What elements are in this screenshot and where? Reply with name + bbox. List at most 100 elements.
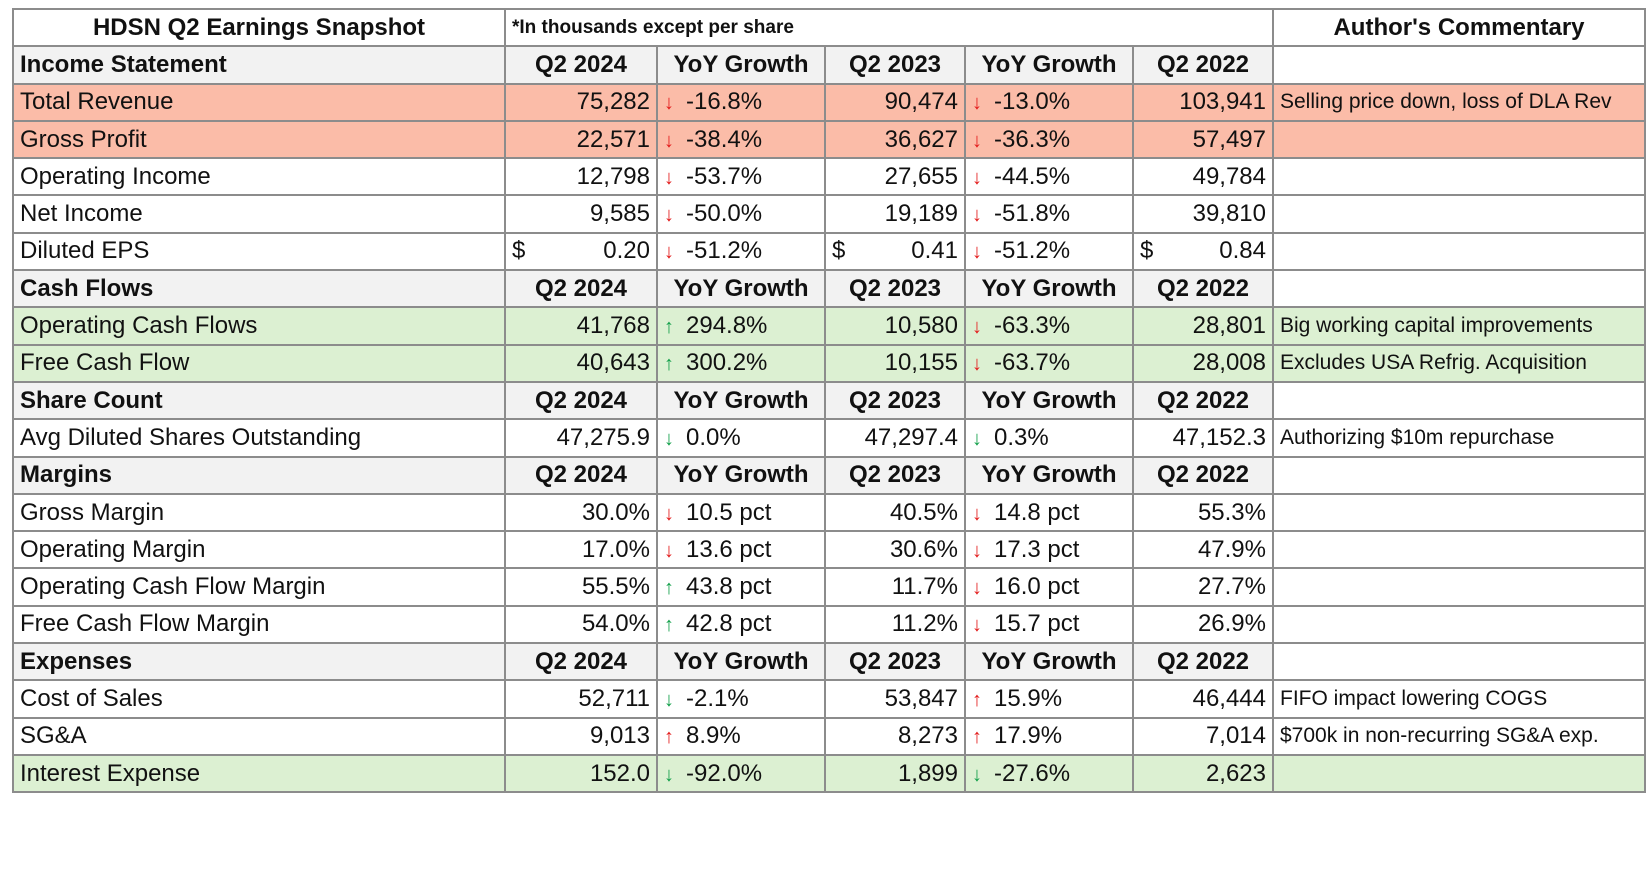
value-q2-2023: 8,273 [824, 716, 966, 756]
yoy-growth-cell: ↓ -50.0% [656, 194, 826, 234]
yoy-growth-cell: ↓ 0.3% [964, 418, 1134, 458]
arrow-down-icon: ↓ [972, 166, 982, 189]
table-row: Free Cash Flow 40,643 ↑ 300.2% 10,155 ↓ -63.7%… [12, 343, 1646, 383]
metric-label: Diluted EPS [12, 231, 506, 272]
yoy-growth-value: -38.4% [686, 125, 763, 153]
commentary-cell [1272, 455, 1646, 495]
value-q2-2024: 75,282 [504, 82, 658, 122]
column-header: Q2 2023 [824, 455, 966, 495]
commentary-cell: Excludes USA Refrig. Acquisition [1272, 343, 1646, 383]
section-title: Share Count [12, 380, 506, 421]
arrow-down-icon: ↓ [664, 92, 674, 115]
arrow-up-icon: ↑ [664, 353, 674, 376]
arrow-down-icon: ↓ [972, 92, 982, 115]
column-header: Q2 2024 [504, 45, 658, 85]
value-q2-2023: 27,655 [824, 157, 966, 197]
yoy-growth-cell: ↓ 16.0 pct [964, 567, 1134, 607]
arrow-down-icon: ↓ [972, 763, 982, 786]
table-row: Operating Cash Flow Margin 55.5% ↑ 43.8 pct… [12, 567, 1646, 607]
value-q2-2024: 41,768 [504, 306, 658, 346]
metric-label: Gross Margin [12, 492, 506, 533]
arrow-up-icon: ↑ [972, 688, 982, 711]
table-row: Operating Income 12,798 ↓ -53.7% 27,655 ↓ -44.… [12, 157, 1646, 197]
yoy-growth-value: 13.6 pct [686, 535, 772, 563]
yoy-growth-cell: ↓ -51.8% [964, 194, 1134, 234]
column-header: YoY Growth [656, 269, 826, 309]
metric-label: Cost of Sales [12, 679, 506, 719]
arrow-down-icon: ↓ [972, 539, 982, 562]
value: 0.41 [911, 237, 958, 265]
column-header: Q2 2024 [504, 380, 658, 421]
column-header: YoY Growth [964, 45, 1134, 85]
yoy-growth-value: 10.5 pct [686, 498, 772, 526]
arrow-down-icon: ↓ [664, 129, 674, 152]
section-header-row: Income Statement Q2 2024 YoY Growth Q2 2023… [12, 45, 1646, 85]
yoy-growth-cell: ↓ -63.7% [964, 343, 1134, 383]
commentary-cell: FIFO impact lowering COGS [1272, 679, 1646, 719]
metric-label: Operating Cash Flows [12, 306, 506, 346]
commentary-cell [1272, 604, 1646, 645]
value-q2-2022: 28,008 [1132, 343, 1274, 383]
yoy-growth-value: -51.2% [686, 237, 763, 265]
yoy-growth-value: -2.1% [686, 684, 749, 712]
arrow-up-icon: ↑ [664, 577, 674, 600]
value-q2-2024: 12,798 [504, 157, 658, 197]
yoy-growth-value: -92.0% [686, 759, 763, 787]
yoy-growth-value: -51.8% [994, 200, 1071, 228]
table-row: Interest Expense 152.0 ↓ -92.0% 1,899 ↓ -27.6%… [12, 753, 1646, 794]
value-q2-2022: 49,784 [1132, 157, 1274, 197]
value: 0.84 [1219, 237, 1266, 265]
column-header: Q2 2022 [1132, 455, 1274, 495]
earnings-snapshot-table: HDSN Q2 Earnings Snapshot *In thousands … [12, 7, 1646, 794]
yoy-growth-value: 42.8 pct [686, 610, 772, 638]
commentary-cell [1272, 194, 1646, 234]
yoy-growth-cell: ↑ 42.8 pct [656, 604, 826, 645]
commentary-cell [1272, 380, 1646, 421]
yoy-growth-cell: ↓ -92.0% [656, 753, 826, 794]
table-row: Gross Profit 22,571 ↓ -38.4% 36,627 ↓ -36.3% 57… [12, 119, 1646, 160]
value-q2-2023: 30.6% [824, 530, 966, 570]
commentary-cell: Selling price down, loss of DLA Rev [1272, 82, 1646, 122]
commentary-cell: $700k in non-recurring SG&A exp. [1272, 716, 1646, 756]
yoy-growth-cell: ↓ -51.2% [656, 231, 826, 272]
yoy-growth-value: 15.9% [994, 684, 1063, 712]
table-row: SG&A 9,013 ↑ 8.9% 8,273 ↑ 17.9% 7,014 $700k in n… [12, 716, 1646, 756]
currency-value: $0.41 [832, 237, 958, 265]
yoy-growth-cell: ↓ -13.0% [964, 82, 1134, 122]
yoy-growth-value: -51.2% [994, 237, 1071, 265]
value-q2-2024: 52,711 [504, 679, 658, 719]
arrow-down-icon: ↓ [664, 539, 674, 562]
section-header-row: Share Count Q2 2024 YoY Growth Q2 2023 YoY G… [12, 380, 1646, 421]
yoy-growth-value: 15.7 pct [994, 610, 1080, 638]
value-q2-2022: $0.84 [1132, 231, 1274, 272]
yoy-growth-cell: ↑ 294.8% [656, 306, 826, 346]
commentary-cell [1272, 231, 1646, 272]
section-header-row: Expenses Q2 2024 YoY Growth Q2 2023 YoY Grow… [12, 642, 1646, 682]
yoy-growth-cell: ↑ 17.9% [964, 716, 1134, 756]
column-header: YoY Growth [656, 380, 826, 421]
column-header: Q2 2023 [824, 269, 966, 309]
value-q2-2023: 19,189 [824, 194, 966, 234]
metric-label: SG&A [12, 716, 506, 756]
commentary-cell [1272, 642, 1646, 682]
value-q2-2023: $0.41 [824, 231, 966, 272]
commentary-cell [1272, 530, 1646, 570]
value-q2-2024: 54.0% [504, 604, 658, 645]
yoy-growth-cell: ↓ -16.8% [656, 82, 826, 122]
arrow-down-icon: ↓ [664, 763, 674, 786]
value-q2-2022: 103,941 [1132, 82, 1274, 122]
currency-symbol: $ [1140, 237, 1154, 265]
currency-symbol: $ [832, 237, 846, 265]
value-q2-2024: 30.0% [504, 492, 658, 533]
table-row: Avg Diluted Shares Outstanding 47,275.9 ↓ 0… [12, 418, 1646, 458]
yoy-growth-value: -13.0% [994, 88, 1071, 116]
column-header: Q2 2024 [504, 455, 658, 495]
yoy-growth-value: 300.2% [686, 349, 768, 377]
arrow-down-icon: ↓ [972, 353, 982, 376]
value-q2-2022: 26.9% [1132, 604, 1274, 645]
currency-value: $0.84 [1140, 237, 1266, 265]
arrow-down-icon: ↓ [664, 241, 674, 264]
table-row: Cost of Sales 52,711 ↓ -2.1% 53,847 ↑ 15.9% 46,… [12, 679, 1646, 719]
value-q2-2022: 39,810 [1132, 194, 1274, 234]
yoy-growth-cell: ↓ -2.1% [656, 679, 826, 719]
